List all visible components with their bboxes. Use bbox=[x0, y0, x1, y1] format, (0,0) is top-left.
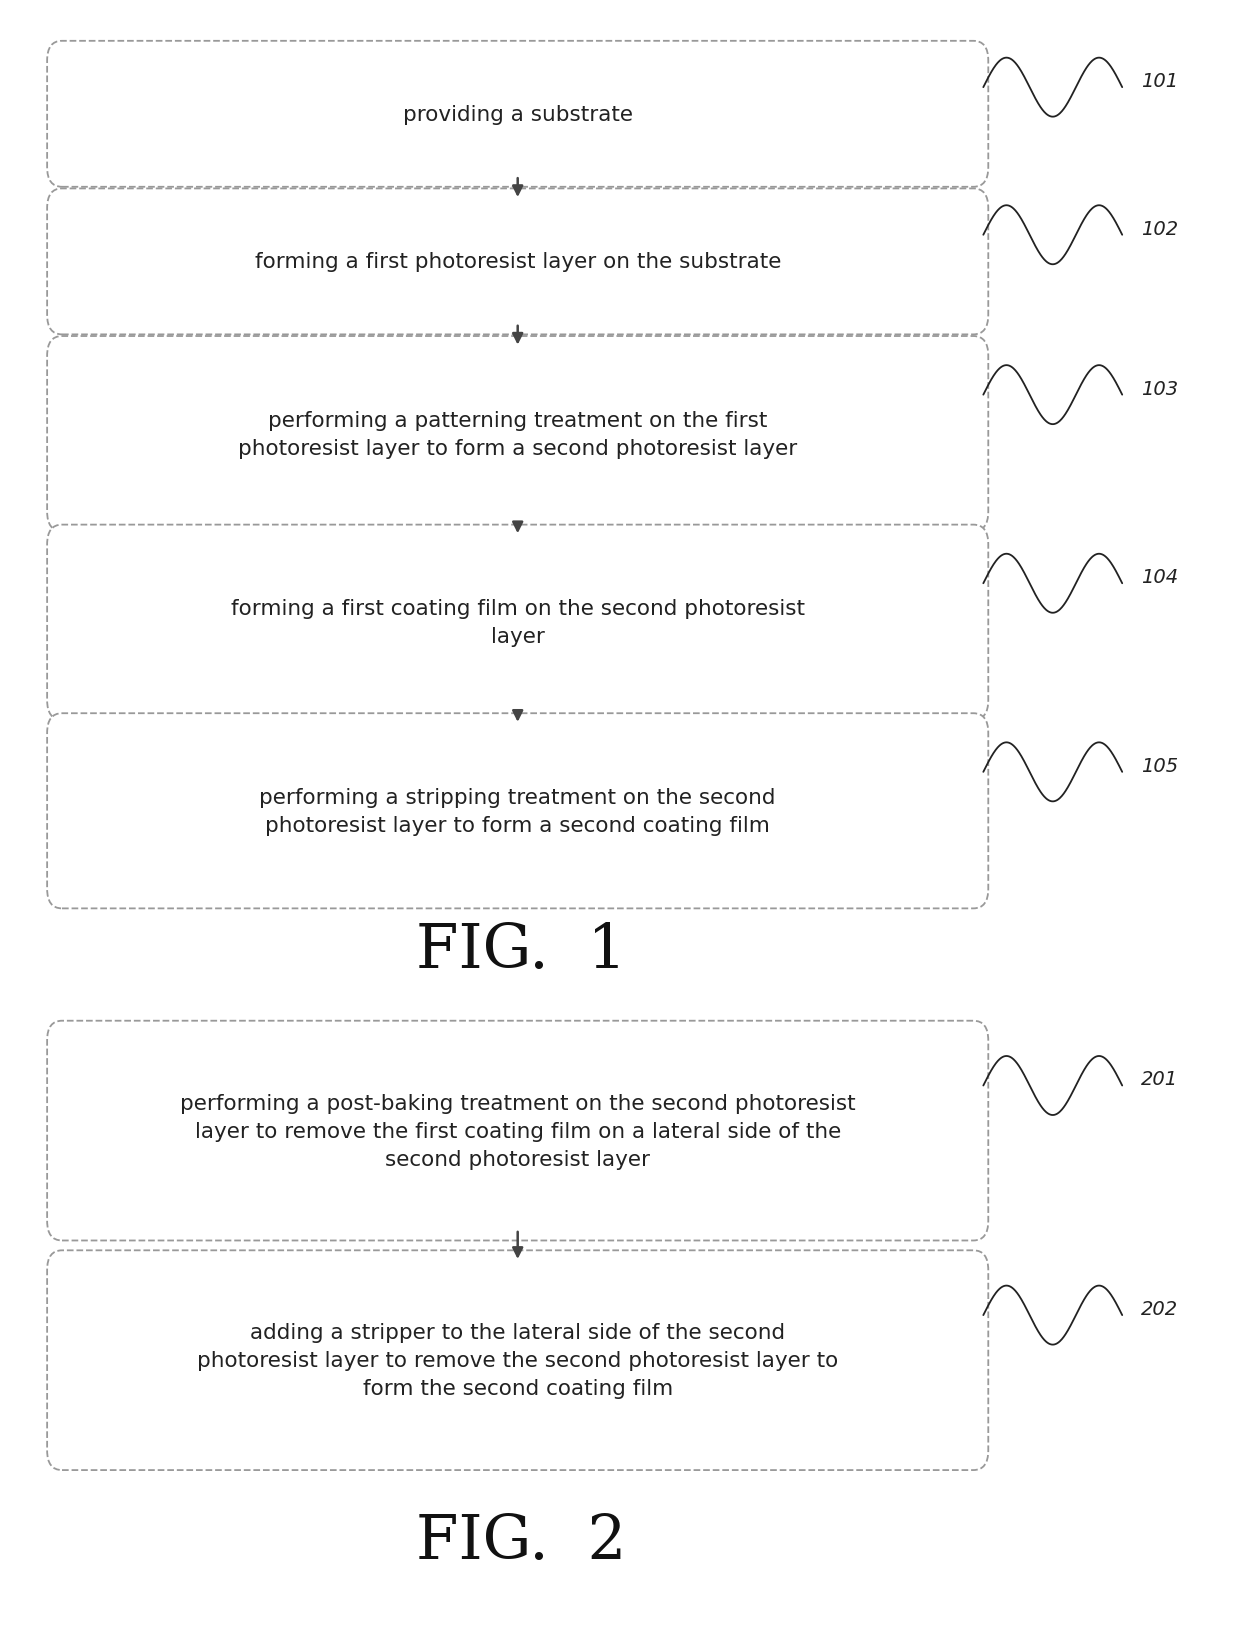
FancyBboxPatch shape bbox=[47, 715, 988, 908]
FancyBboxPatch shape bbox=[47, 1021, 988, 1241]
FancyBboxPatch shape bbox=[47, 190, 988, 334]
Text: forming a first coating film on the second photoresist
layer: forming a first coating film on the seco… bbox=[231, 598, 805, 647]
Text: FIG.  1: FIG. 1 bbox=[415, 921, 626, 980]
Text: 102: 102 bbox=[1141, 220, 1178, 239]
Text: 105: 105 bbox=[1141, 756, 1178, 775]
Text: providing a substrate: providing a substrate bbox=[403, 105, 632, 125]
Text: forming a first photoresist layer on the substrate: forming a first photoresist layer on the… bbox=[254, 252, 781, 272]
FancyBboxPatch shape bbox=[47, 1251, 988, 1470]
FancyBboxPatch shape bbox=[47, 41, 988, 187]
Text: performing a patterning treatment on the first
photoresist layer to form a secon: performing a patterning treatment on the… bbox=[238, 410, 797, 459]
Text: 201: 201 bbox=[1141, 1070, 1178, 1088]
Text: 101: 101 bbox=[1141, 72, 1178, 92]
Text: 103: 103 bbox=[1141, 379, 1178, 398]
Text: 104: 104 bbox=[1141, 567, 1178, 587]
Text: 202: 202 bbox=[1141, 1300, 1178, 1318]
Text: performing a post-baking treatment on the second photoresist
layer to remove the: performing a post-baking treatment on th… bbox=[180, 1093, 856, 1169]
FancyBboxPatch shape bbox=[47, 338, 988, 531]
FancyBboxPatch shape bbox=[47, 524, 988, 721]
Text: performing a stripping treatment on the second
photoresist layer to form a secon: performing a stripping treatment on the … bbox=[259, 787, 776, 836]
Text: adding a stripper to the lateral side of the second
photoresist layer to remove : adding a stripper to the lateral side of… bbox=[197, 1323, 838, 1398]
Text: FIG.  2: FIG. 2 bbox=[415, 1511, 626, 1570]
